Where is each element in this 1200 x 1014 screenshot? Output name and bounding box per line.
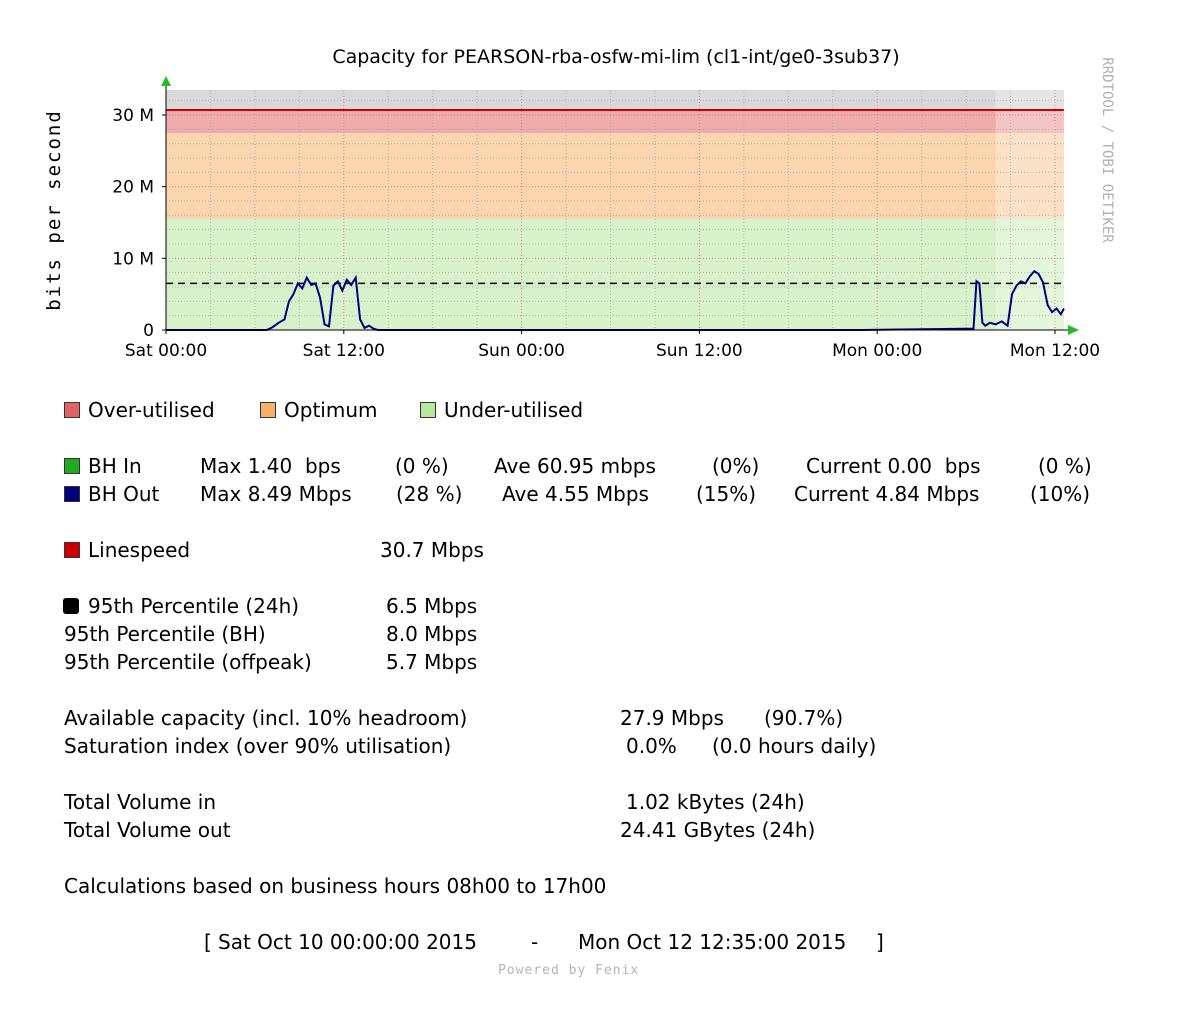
zone-band-over-utilised [166, 110, 1064, 133]
range-close: ] [876, 930, 884, 954]
bh-in-current: Current 0.00 bps [806, 454, 981, 478]
zone-band-optimum [166, 132, 1064, 219]
y-tick-label: 0 [143, 321, 154, 341]
p95-24h-name: 95th Percentile (24h) [88, 594, 300, 618]
p95-bh-value: 8.0 Mbps [386, 622, 478, 646]
available-capacity-value: 27.9 Mbps [620, 706, 724, 730]
bh-out-name: BH Out [88, 482, 160, 506]
x-axis-arrow [1068, 325, 1079, 335]
bh-out-max: Max 8.49 Mbps [200, 482, 352, 506]
capacity-chart: Capacity for PEARSON-rba-osfw-mi-lim (cl… [43, 46, 1115, 361]
legend-swatch-optimum [260, 402, 276, 418]
volume-out-value: 24.41 GBytes (24h) [620, 818, 816, 842]
p95-bh-name: 95th Percentile (BH) [64, 622, 266, 646]
bh-out-current-pct: (10%) [1030, 482, 1091, 506]
available-capacity-pct: (90.7%) [764, 706, 844, 730]
y-axis-arrow [161, 76, 171, 86]
volume-in-name: Total Volume in [64, 790, 217, 814]
legend-under-label: Under-utilised [444, 398, 584, 422]
linespeed-name: Linespeed [88, 538, 191, 562]
x-tick-label: Sun 00:00 [478, 341, 565, 361]
legend-swatch-bh-out [64, 486, 80, 502]
available-capacity-name: Available capacity (incl. 10% headroom) [64, 706, 468, 730]
bh-in-current-pct: (0 %) [1038, 454, 1092, 478]
x-tick-label: Sat 00:00 [125, 341, 207, 361]
range-open: [ [204, 930, 212, 954]
bh-out-ave: Ave 4.55 Mbps [502, 482, 649, 506]
bh-in-ave-pct: (0%) [712, 454, 760, 478]
saturation-daily: (0.0 hours daily) [712, 734, 877, 758]
rrdtool-credit: RRDTOOL / TOBI OETIKER [1099, 57, 1115, 243]
bh-in-max-pct: (0 %) [395, 454, 449, 478]
legend-swatch-over [64, 402, 80, 418]
chart-title: Capacity for PEARSON-rba-osfw-mi-lim (cl… [332, 46, 899, 68]
powered-by: Powered by Fenix [498, 963, 640, 978]
bh-in-ave: Ave 60.95 mbps [494, 454, 656, 478]
x-tick-label: Sun 12:00 [656, 341, 743, 361]
saturation-name: Saturation index (over 90% utilisation) [64, 734, 452, 758]
legend-swatch-p95 [63, 598, 79, 614]
legend-swatch-bh-in [64, 458, 80, 474]
y-tick-label: 10 M [112, 249, 154, 269]
linespeed-value: 30.7 Mbps [380, 538, 484, 562]
y-tick-label: 20 M [112, 178, 154, 198]
p95-offpeak-name: 95th Percentile (offpeak) [64, 650, 312, 674]
bh-out-ave-pct: (15%) [696, 482, 757, 506]
zone-band-under-utilised [166, 218, 1064, 330]
bh-in-name: BH In [88, 454, 142, 478]
calc-note: Calculations based on business hours 08h… [64, 874, 607, 898]
p95-offpeak-value: 5.7 Mbps [386, 650, 478, 674]
legend-over-label: Over-utilised [88, 398, 215, 422]
y-axis-label: bits per second [43, 109, 65, 311]
legend-swatch-linespeed [64, 542, 80, 558]
y-tick-label: 30 M [112, 106, 154, 126]
volume-in-value: 1.02 kBytes (24h) [626, 790, 805, 814]
x-tick-label: Mon 00:00 [832, 341, 922, 361]
p95-24h-value: 6.5 Mbps [386, 594, 478, 618]
bh-out-max-pct: (28 %) [396, 482, 463, 506]
legend-swatch-under [420, 402, 436, 418]
range-separator: - [531, 930, 539, 954]
legend-optimum-label: Optimum [284, 398, 378, 422]
headroom-band [166, 90, 1064, 110]
x-tick-label: Sat 12:00 [303, 341, 385, 361]
business-hours-highlight [995, 90, 1064, 330]
bh-in-max: Max 1.40 bps [200, 454, 341, 478]
x-tick-label: Mon 12:00 [1010, 341, 1100, 361]
volume-out-name: Total Volume out [64, 818, 231, 842]
bh-out-current: Current 4.84 Mbps [794, 482, 980, 506]
range-start: Sat Oct 10 00:00:00 2015 [218, 930, 477, 954]
range-end: Mon Oct 12 12:35:00 2015 [578, 930, 847, 954]
saturation-value: 0.0% [626, 734, 677, 758]
